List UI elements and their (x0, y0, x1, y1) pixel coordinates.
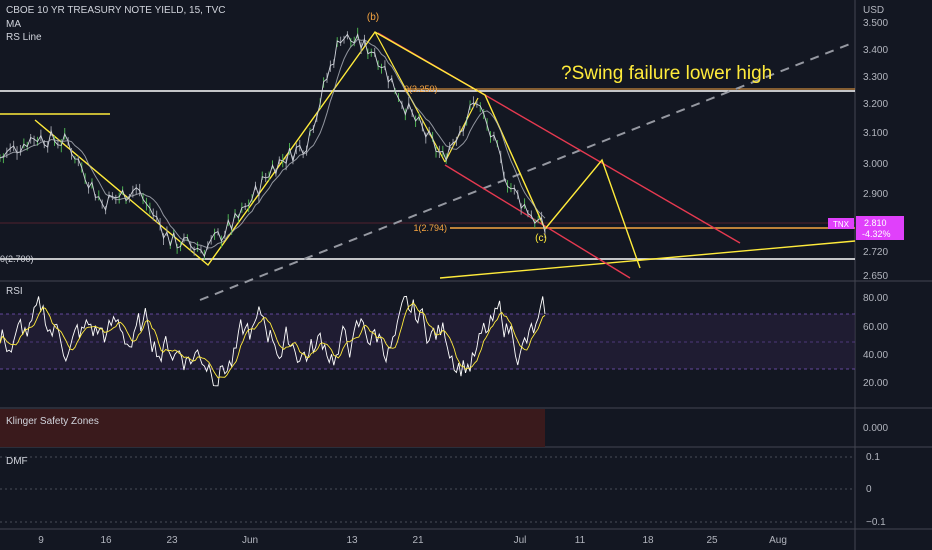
rsi-axis[interactable]: 80.00 60.00 40.00 20.00 (863, 293, 888, 389)
price-tick: 2.720 (863, 247, 888, 258)
klinger-zone (0, 409, 545, 447)
wave-c-label: (c) (535, 233, 547, 244)
time-tick: 18 (642, 535, 654, 546)
badge-change: -4.32% (862, 229, 891, 239)
badge-value-bg (856, 216, 904, 240)
rsi-tick: 40.00 (863, 350, 888, 361)
rsi-tick: 60.00 (863, 322, 888, 333)
rsi-ma-line (0, 302, 546, 379)
klinger-title[interactable]: Klinger Safety Zones (6, 416, 99, 427)
time-tick: 23 (166, 535, 178, 546)
upper-level-label: 0(3.250) (404, 84, 438, 94)
time-tick: Aug (769, 535, 787, 546)
badge-symbol-bg (828, 218, 854, 229)
channel-lower-line[interactable] (444, 164, 631, 279)
time-tick: Jul (514, 535, 527, 546)
dmf-axis[interactable]: 0.1 0 −0.1 (866, 452, 886, 528)
time-tick: 25 (706, 535, 718, 546)
time-tick: 13 (346, 535, 358, 546)
price-tick: 3.000 (863, 159, 888, 170)
badge-value: 2.810 (864, 218, 887, 228)
ma-line (0, 38, 546, 249)
dashed-trendline[interactable] (199, 41, 856, 301)
price-axis[interactable]: 3.5003.4003.3003.2003.1003.0002.9002.800… (863, 18, 888, 282)
time-tick: 11 (575, 535, 586, 546)
wave-b-label: (b) (367, 12, 379, 23)
fib-level-label: 1(2.794) (413, 223, 447, 233)
rsi-tick: 20.00 (863, 378, 888, 389)
price-tick: 3.500 (863, 18, 888, 29)
badge-symbol: TNX (833, 220, 850, 229)
price-tick: 2.900 (863, 189, 888, 200)
price-tick: 3.100 (863, 128, 888, 139)
time-tick: 21 (412, 535, 424, 546)
price-tick: 3.200 (863, 99, 888, 110)
support-trendline[interactable] (439, 240, 856, 279)
price-tick: 3.400 (863, 45, 888, 56)
rsi-line (0, 295, 546, 387)
indicator-ma-label[interactable]: MA (6, 19, 21, 30)
time-axis[interactable]: 9 16 23 Jun 13 21 Jul 11 18 25 Aug (38, 535, 787, 546)
rsi-title[interactable]: RSI (6, 286, 23, 297)
price-tick: 2.650 (863, 271, 888, 282)
indicator-rsline-label[interactable]: RS Line (6, 32, 42, 43)
wave-leg-bounce (444, 97, 479, 163)
klinger-tick: 0.000 (863, 423, 888, 434)
headline-annotation: ?Swing failure lower high (561, 63, 772, 84)
time-tick: 16 (100, 535, 112, 546)
symbol-title[interactable]: CBOE 10 YR TREASURY NOTE YIELD, 15, TVC (6, 5, 226, 16)
dmf-tick: 0 (866, 484, 872, 495)
currency-label: USD (863, 5, 884, 16)
left-level-label: 0(2.700) (0, 254, 34, 264)
time-tick: Jun (242, 535, 258, 546)
time-tick: 9 (38, 535, 44, 546)
rsi-series (0, 295, 546, 387)
price-tick: 3.300 (863, 72, 888, 83)
wave-path[interactable] (34, 31, 641, 269)
dmf-title[interactable]: DMF (6, 456, 28, 467)
rsi-tick: 80.00 (863, 293, 888, 304)
dmf-tick: −0.1 (866, 517, 886, 528)
dmf-tick: 0.1 (866, 452, 880, 463)
price-line-series (0, 33, 546, 258)
price-series (0, 27, 546, 260)
